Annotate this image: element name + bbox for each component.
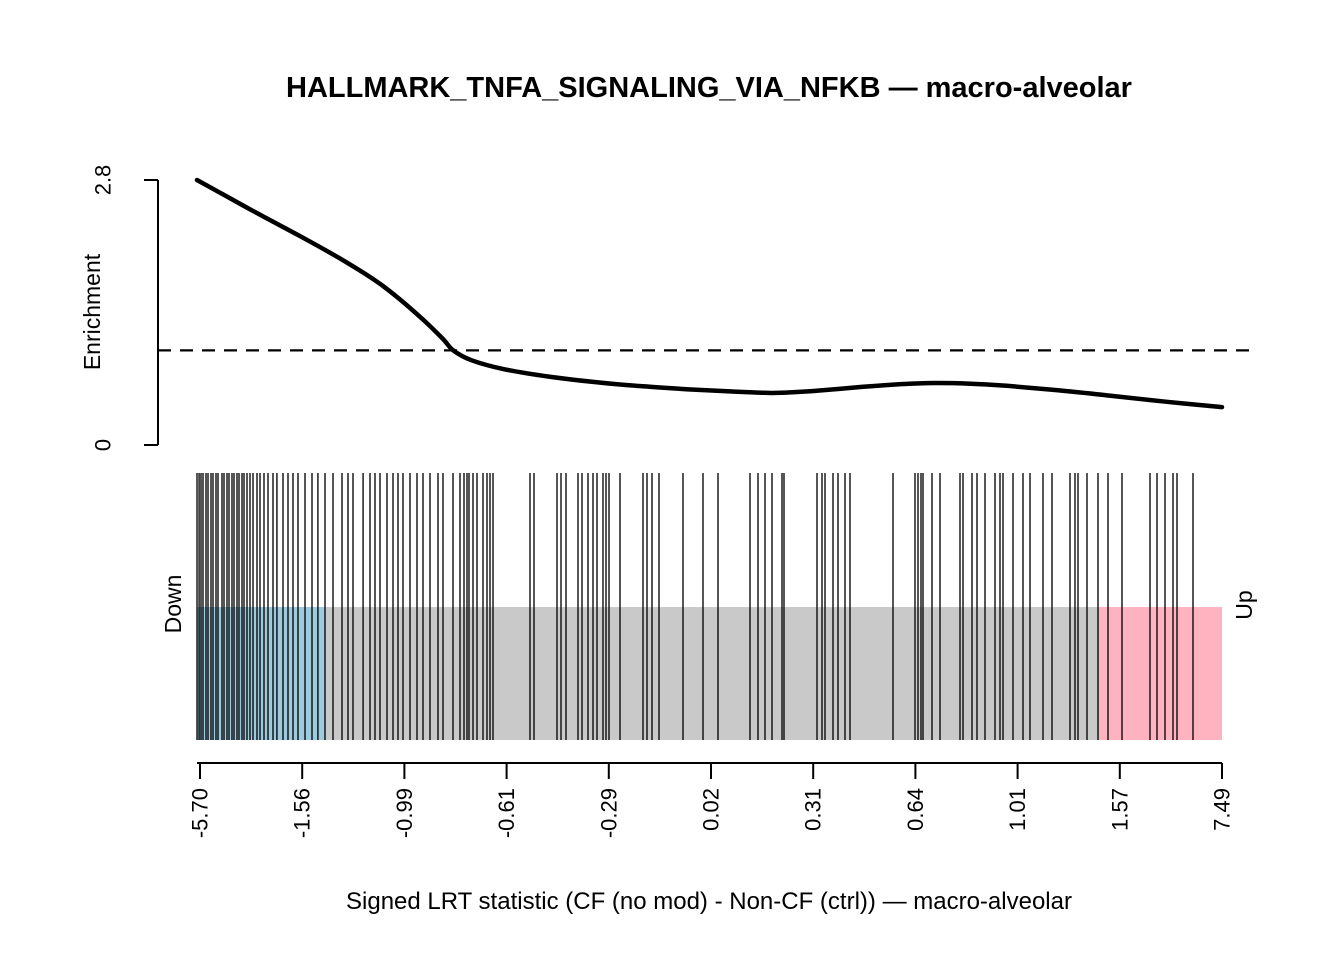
- region-up: [1100, 607, 1222, 740]
- region-neutral: [325, 607, 1100, 740]
- x-tick-label: -0.61: [494, 788, 519, 838]
- y-tick-label: 0: [91, 439, 116, 451]
- x-tick-label: -0.29: [596, 788, 621, 838]
- x-tick-label: -0.99: [392, 788, 417, 838]
- x-tick-label: -5.70: [188, 788, 213, 838]
- x-tick-label: 0.31: [801, 788, 826, 831]
- x-tick-label: 7.49: [1210, 788, 1235, 831]
- x-tick-label: -1.56: [290, 788, 315, 838]
- x-tick-label: 1.57: [1107, 788, 1132, 831]
- x-axis-title: Signed LRT statistic (CF (no mod) - Non-…: [346, 888, 1072, 915]
- x-tick-label: 0.64: [903, 788, 928, 831]
- y-tick-label: 2.8: [91, 165, 116, 196]
- chart-title: HALLMARK_TNFA_SIGNALING_VIA_NFKB — macro…: [286, 72, 1132, 104]
- x-tick-label: 1.01: [1005, 788, 1030, 831]
- enrichment-curve: [194, 177, 1225, 410]
- x-tick-label: 0.02: [699, 788, 724, 831]
